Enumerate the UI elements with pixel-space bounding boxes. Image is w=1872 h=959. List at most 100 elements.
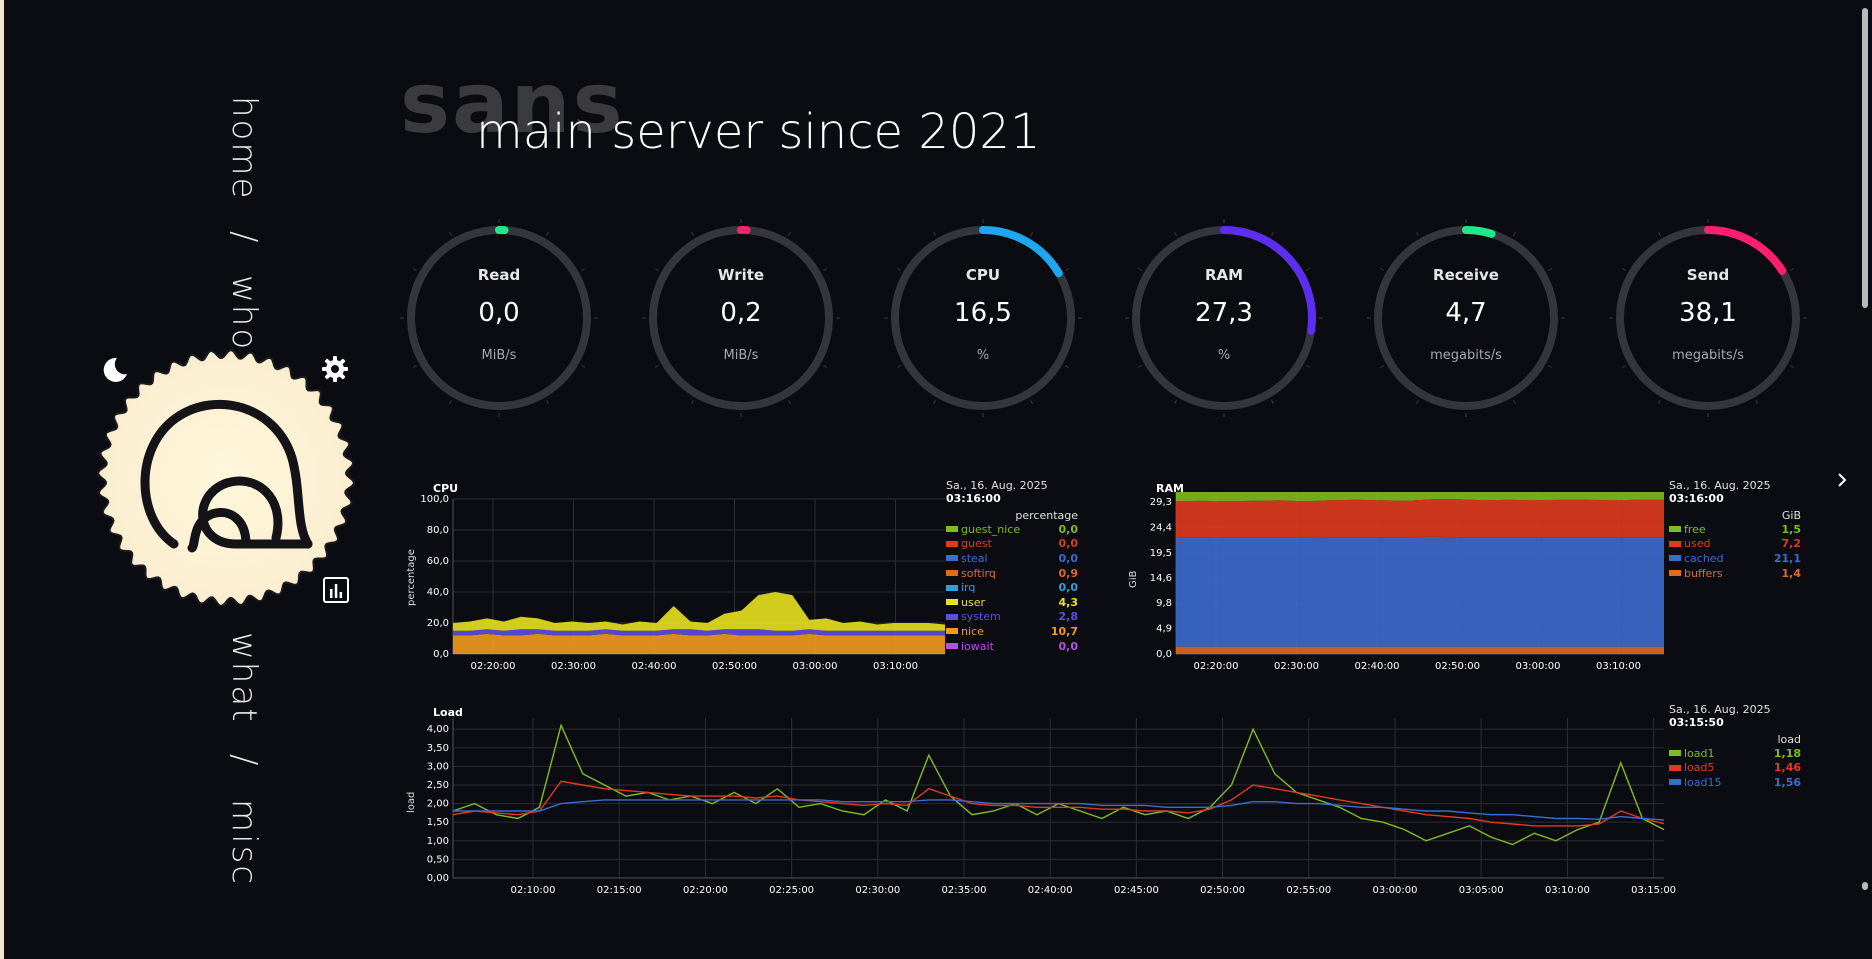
gauge-value: 0,2 (720, 298, 762, 328)
gear-icon[interactable] (320, 354, 350, 384)
nav-who-link[interactable]: who (224, 275, 264, 352)
x-tick-label: 03:10:00 (873, 661, 918, 672)
logo-badge[interactable] (96, 348, 356, 608)
legend-name: load5 (1684, 761, 1715, 775)
gauge-label: RAM (1204, 266, 1244, 284)
gauge-tick (1548, 365, 1552, 368)
legend-item[interactable]: used 7,2 (1669, 537, 1801, 552)
gauge-tick (1622, 365, 1626, 368)
legend-item[interactable]: user 4,3 (946, 595, 1078, 610)
legend-name: steal (961, 551, 988, 565)
legend-value: 7,2 (1781, 537, 1802, 551)
gauge-tick (1138, 268, 1142, 271)
y-tick-label: 2,50 (427, 780, 449, 791)
gauge-ring (642, 219, 840, 417)
gauge-tick (691, 232, 694, 236)
gauge-tick (691, 400, 694, 404)
gauge-tick (1174, 232, 1177, 236)
legend-value: 2,8 (1058, 610, 1079, 624)
legend-item[interactable]: nice 10,7 (946, 624, 1078, 639)
legend-unit: percentage (1015, 509, 1078, 522)
gauge-unit: % (976, 348, 990, 363)
nav-what-link[interactable]: what (224, 632, 264, 724)
background-title: sans (400, 54, 625, 152)
gauge-tick (897, 365, 901, 368)
legend-swatch (946, 613, 958, 620)
legend-date: Sa., 16. Aug. 2025 (1669, 703, 1771, 716)
legend-item[interactable]: cached 21,1 (1669, 551, 1801, 566)
legend-value: 4,3 (1058, 595, 1079, 609)
area-user (453, 592, 945, 631)
gauge-tick (413, 268, 417, 271)
nav-misc-link[interactable]: misc (224, 798, 264, 886)
legend-item[interactable]: load1 1,18 (1669, 746, 1801, 761)
legend-value: 0,0 (1058, 639, 1079, 653)
legend-swatch (946, 599, 958, 606)
legend-value: 1,4 (1781, 566, 1802, 580)
y-tick-label: 3,50 (427, 743, 449, 754)
legend-value: 10,7 (1050, 624, 1078, 638)
nav-separator: / (224, 754, 264, 768)
legend-unit: load (1777, 733, 1801, 746)
chevron-right-icon[interactable] (1834, 470, 1850, 490)
legend-value: 1,46 (1773, 761, 1801, 775)
legend-name: user (961, 595, 985, 609)
legend-rows: guest_nice 0,0 guest 0,0 steal 0,0 softirq 0,9 i… (946, 522, 1078, 653)
legend-name: guest_nice (961, 522, 1021, 536)
stats-icon[interactable] (322, 576, 350, 604)
gauge-tick (1380, 268, 1384, 271)
legend-swatch (946, 526, 958, 533)
moon-icon[interactable] (100, 354, 130, 384)
gauge-label: Read (477, 266, 521, 284)
legend-item[interactable]: load15 1,56 (1669, 775, 1801, 790)
x-tick-label: 03:00:00 (1516, 661, 1561, 672)
y-tick-label: 100,0 (420, 494, 449, 505)
legend-swatch (1669, 779, 1681, 786)
page-title: main server since 2021 (476, 104, 1041, 160)
y-tick-label: 4,00 (427, 724, 449, 735)
gauge-tick (1138, 365, 1142, 368)
legend-item[interactable]: irq 0,0 (946, 580, 1078, 595)
scrollbar[interactable] (1858, 0, 1872, 959)
gauge-fill (1704, 226, 1787, 275)
nav-home-link[interactable]: home (224, 96, 264, 201)
area-buffers (1176, 646, 1664, 654)
x-tick-label: 02:50:00 (1435, 661, 1480, 672)
legend-item[interactable]: iowait 0,0 (946, 639, 1078, 654)
gauge-unit: megabits/s (1430, 348, 1502, 363)
legend-name: used (1684, 537, 1711, 551)
gauge-tick (1065, 365, 1069, 368)
gauge-ring (884, 219, 1082, 417)
legend-swatch (946, 584, 958, 591)
gauge-tick (546, 232, 549, 236)
legend-item[interactable]: guest_nice 0,0 (946, 522, 1078, 537)
x-tick-label: 02:40:00 (632, 661, 677, 672)
legend-value: 0,0 (1058, 537, 1079, 551)
x-tick-label: 03:15:00 (1631, 885, 1676, 896)
legend-item[interactable]: buffers 1,4 (1669, 566, 1801, 581)
legend-item[interactable]: steal 0,0 (946, 551, 1078, 566)
legend-swatch (1669, 570, 1681, 577)
legend-item[interactable]: guest 0,0 (946, 537, 1078, 552)
legend-rows: load1 1,18 load5 1,46 load15 1,56 (1669, 746, 1801, 790)
gauge-ring (400, 219, 598, 417)
legend-swatch (946, 628, 958, 635)
legend-item[interactable]: free 1,5 (1669, 522, 1801, 537)
x-tick-label: 03:00:00 (1373, 885, 1418, 896)
legend-item[interactable]: softirq 0,9 (946, 566, 1078, 581)
gauge-tick (546, 400, 549, 404)
gauge-tick (933, 232, 936, 236)
legend-swatch (1669, 540, 1681, 547)
x-tick-label: 02:50:00 (712, 661, 757, 672)
scrollbar-thumb[interactable] (1862, 8, 1868, 308)
cpu-y-axis-title: percentage (406, 549, 417, 606)
legend-item[interactable]: load5 1,46 (1669, 761, 1801, 776)
x-tick-label: 03:05:00 (1459, 885, 1504, 896)
y-tick-label: 3,00 (427, 761, 449, 772)
y-tick-label: 40,0 (427, 587, 449, 598)
legend-swatch (1669, 764, 1681, 771)
nav-separator: / (224, 231, 264, 245)
x-tick-label: 03:10:00 (1545, 885, 1590, 896)
legend-item[interactable]: system 2,8 (946, 610, 1078, 625)
load-legend: Sa., 16. Aug. 2025 03:15:50 load load1 1,… (1669, 703, 1801, 790)
